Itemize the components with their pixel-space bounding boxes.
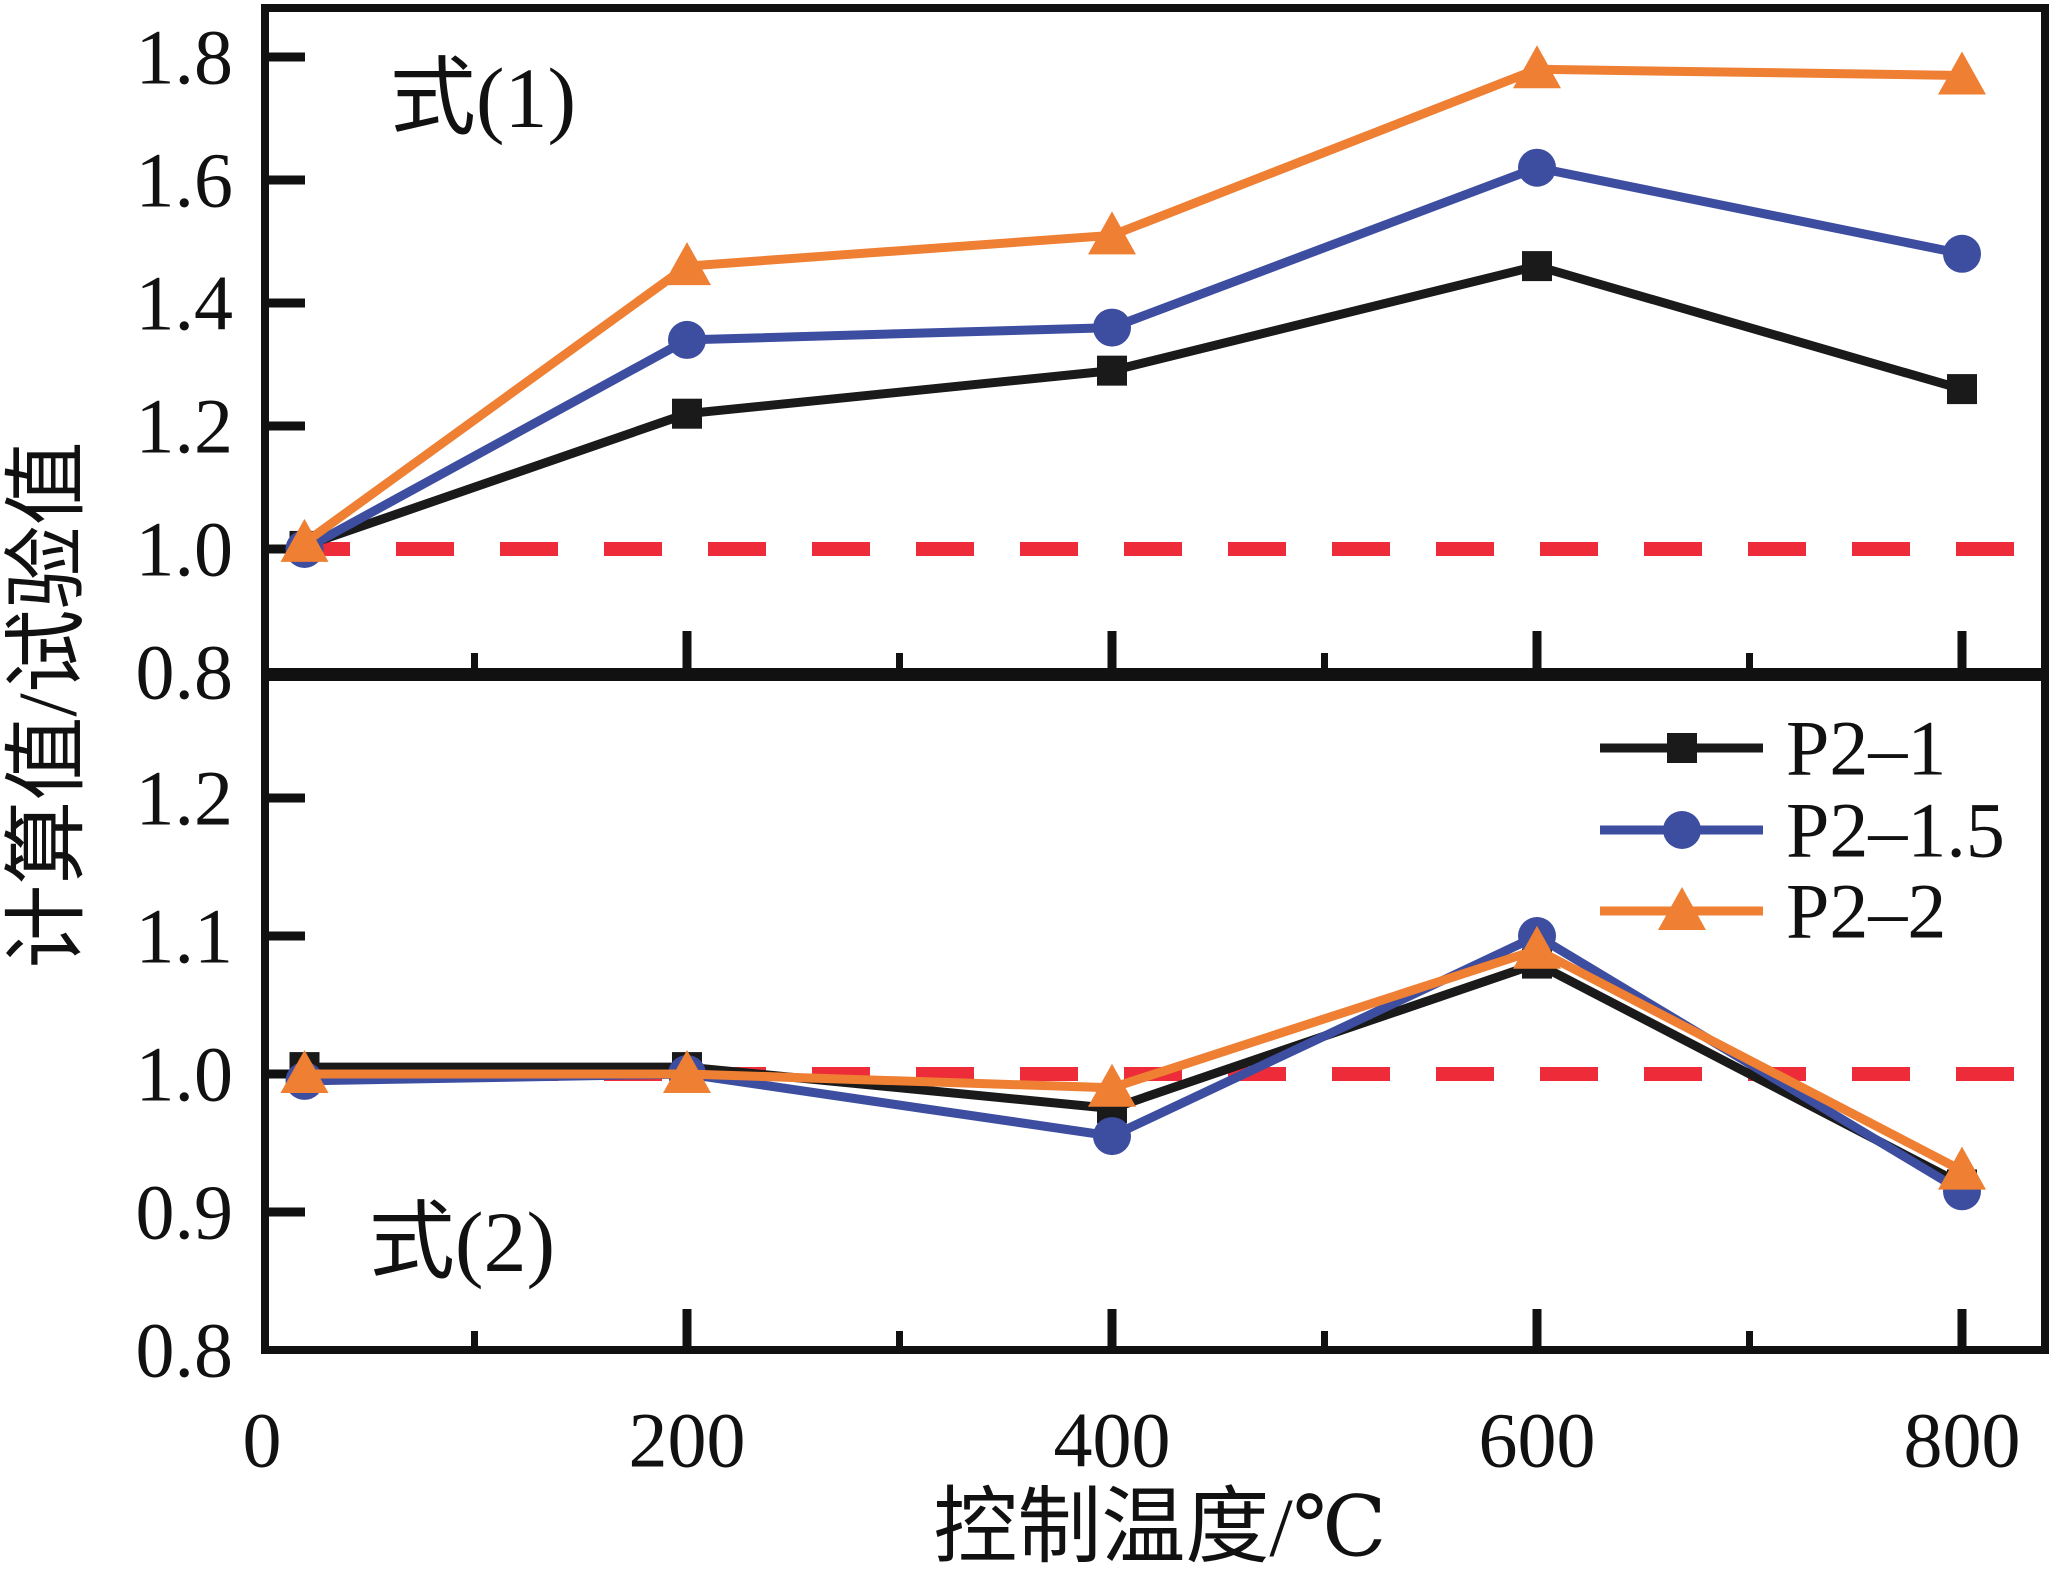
y-tick-label: 1.0 — [136, 1031, 234, 1118]
legend-label: P2–2 — [1786, 868, 1946, 955]
y-tick-label: 0.8 — [136, 1307, 234, 1394]
legend-entry: P2–1.5 — [1600, 787, 2005, 874]
y-tick-label: 1.8 — [136, 14, 234, 101]
x-tick-label: 800 — [1904, 1397, 2021, 1484]
data-point-circle — [1518, 148, 1556, 187]
y-tick-label: 1.1 — [136, 893, 234, 980]
legend-marker-square — [1667, 733, 1697, 763]
data-point-triangle — [663, 1050, 711, 1093]
legend-entry: P2–1 — [1600, 705, 1946, 792]
top-panel-border — [261, 4, 2049, 676]
legend-entry: P2–2 — [1600, 868, 1946, 955]
legend-label: P2–1 — [1786, 705, 1946, 792]
y-tick-label: 1.6 — [136, 137, 234, 224]
x-tick-label: 600 — [1479, 1397, 1596, 1484]
data-point-circle — [668, 320, 706, 359]
legend-marker-triangle — [1658, 887, 1706, 930]
data-point-circle — [1093, 308, 1131, 347]
eq1-annotation: 式(1) — [390, 50, 576, 146]
data-point-triangle — [1513, 925, 1561, 969]
x-axis-title: 控制温度/℃ — [933, 1482, 1386, 1575]
bottom-panel-border — [261, 673, 2049, 1354]
series-line-square — [303, 261, 1964, 551]
x-tick-label: 400 — [1054, 1397, 1171, 1484]
data-point-triangle — [1938, 51, 1986, 95]
legend-marker-circle — [1663, 811, 1701, 849]
y-tick-label: 1.0 — [136, 506, 234, 593]
legend: P2–1P2–1.5P2–2 — [1600, 705, 2005, 955]
y-tick-label: 1.4 — [136, 260, 234, 347]
data-point-square — [672, 398, 702, 429]
data-point-triangle — [1088, 211, 1136, 255]
y-tick-label: 0.8 — [136, 629, 234, 716]
y-axis-title: 计算值/试验值 — [2, 441, 95, 968]
x-tick-label: 200 — [629, 1397, 746, 1484]
data-point-circle — [1943, 234, 1981, 273]
data-point-triangle — [280, 1050, 329, 1093]
data-point-circle — [1093, 1117, 1131, 1156]
data-point-triangle — [1513, 45, 1561, 89]
y-tick-label: 1.2 — [136, 755, 234, 842]
top-panel: 0.8 1.0 1.2 1.4 1.6 1.8 — [136, 4, 2049, 716]
data-point-triangle — [1088, 1063, 1136, 1107]
data-point-square — [1097, 355, 1127, 386]
data-point-square — [1522, 251, 1552, 282]
legend-label: P2–1.5 — [1786, 787, 2005, 874]
x-tick-label: 0 — [243, 1397, 282, 1484]
y-tick-label: 0.9 — [136, 1169, 234, 1256]
data-point-triangle — [280, 518, 329, 562]
chart-root: 0.8 1.0 1.2 1.4 1.6 1.8 0.8 0.9 1.0 1.1 1.2 0 200 400… — [136, 4, 2049, 1484]
bottom-panel: 0.8 0.9 1.0 1.1 1.2 0 200 400 600 800 — [136, 673, 2049, 1484]
y-tick-label: 1.2 — [136, 383, 234, 470]
data-point-triangle — [1938, 1146, 1986, 1190]
eq2-annotation: 式(2) — [369, 1194, 555, 1290]
data-point-triangle — [663, 242, 711, 286]
data-point-square — [1947, 374, 1977, 405]
